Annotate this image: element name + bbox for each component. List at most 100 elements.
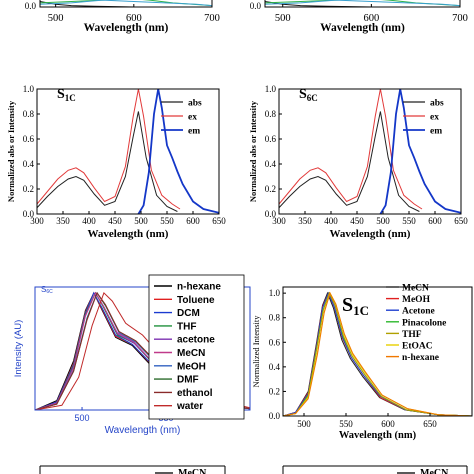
s1c_abs_ex_em-series-line-2 (137, 89, 219, 214)
solvent_emission_blue-legend-label-9: water (176, 401, 203, 412)
s1c_abs_ex_em-series-line-1 (37, 89, 181, 210)
s1c_abs_ex_em-frame (36, 88, 220, 215)
s1c_abs_ex_em-y-axis-label: Normalized abs or Intensity (6, 100, 16, 202)
s6c_abs_ex_em-x-tick-label-6: 600 (428, 216, 442, 226)
s1c_solvent_emission-y-tick-label-4: 0.8 (269, 313, 281, 323)
top_right_partial-x-tick-label-2: 700 (452, 13, 468, 24)
top_right_partial-x-tick-label-1: 600 (363, 13, 379, 24)
s1c_solvent_emission-series-line-6 (283, 291, 472, 416)
s6c_abs_ex_em-x-tick-label-3: 450 (350, 216, 364, 226)
s6c_abs_ex_em-x-tick-label-4: 500 (376, 216, 390, 226)
s1c_solvent_emission-x-tick-label-1: 550 (339, 419, 353, 429)
solvent_emission_blue-legend-label-2: DCM (177, 308, 200, 319)
s1c_abs_ex_em-y-tick-label-5: 1.0 (23, 84, 35, 94)
solvent_emission_blue-legend-label-1: Toluene (177, 295, 215, 306)
bottom_left_partial-legend-label-0: MeCN (178, 468, 207, 474)
s1c_abs_ex_em-legend-label-2: em (188, 127, 200, 137)
solvent_emission_blue-legend-label-3: THF (177, 321, 196, 332)
s1c_solvent_emission-x-axis-label: Wavelength (nm) (339, 430, 417, 441)
s1c_solvent_emission-legend-label-5: EtOAC (402, 342, 433, 352)
s6c_abs_ex_em-series-line-0 (279, 111, 420, 212)
s1c_solvent_emission-panel-title: S1C (342, 294, 369, 318)
s1c_solvent_emission-legend-label-1: MeOH (402, 295, 431, 305)
panel-bottom-right-partial: MeCN (282, 465, 468, 474)
solvent_emission_blue-legend-label-4: acetone (177, 335, 215, 346)
panel-top-left-partial: 500 600 700 Wavelength (nm) 0.0 (25, 0, 220, 34)
s1c_abs_ex_em-y-tick-label-2: 0.4 (23, 159, 35, 169)
solvent_emission_blue-frame (34, 286, 251, 411)
s1c_solvent_emission-frame (282, 286, 473, 417)
s1c_abs_ex_em-y-tick-label-3: 0.6 (23, 134, 35, 144)
s1c_solvent_emission-y-tick-label-2: 0.4 (269, 362, 281, 372)
s6c_abs_ex_em-y-tick-label-2: 0.4 (265, 159, 277, 169)
s1c_solvent_emission-y-tick-label-3: 0.6 (269, 337, 281, 347)
panel-s6c-abs-ex-em: 300 350 400 450 500 550 600 650 0.0 0.2 0.4 0.6 0.8 1… (248, 84, 468, 240)
top_right_partial-y-tick-label-0: 0.0 (250, 1, 262, 11)
solvent_emission_blue-x-axis-label: Wavelength (nm) (105, 425, 181, 436)
s1c_abs_ex_em-x-tick-label-2: 400 (82, 216, 96, 226)
s6c_abs_ex_em-y-tick-label-4: 0.8 (265, 109, 277, 119)
solvent_emission_blue-legend-label-5: MeCN (177, 348, 205, 359)
s6c_abs_ex_em-x-axis-label: Wavelength (nm) (330, 228, 411, 240)
s6c_abs_ex_em-series-line-2 (379, 89, 461, 214)
s1c_solvent_emission-y-tick-label-0: 0.0 (269, 411, 281, 421)
s1c_abs_ex_em-x-tick-label-7: 650 (212, 216, 226, 226)
s6c_abs_ex_em-y-axis-label: Normalized abs or Intensity (248, 100, 258, 202)
s1c_solvent_emission-y-tick-label-1: 0.2 (269, 386, 280, 396)
s1c_solvent_emission-legend-label-6: n-hexane (402, 353, 439, 363)
s6c_abs_ex_em-legend-label-2: em (430, 127, 442, 137)
s6c_abs_ex_em-legend-label-1: ex (430, 113, 439, 123)
s1c_abs_ex_em-legend-label-1: ex (188, 113, 197, 123)
s1c_solvent_emission-legend-label-2: Acetone (402, 307, 435, 317)
solvent_emission_blue-panel-title: S6C (41, 285, 53, 295)
s6c_abs_ex_em-y-tick-label-5: 1.0 (265, 84, 277, 94)
s6c_abs_ex_em-series-line-1 (279, 89, 423, 210)
s1c_solvent_emission-x-tick-label-3: 650 (423, 419, 437, 429)
top_left_partial-x-tick-label-1: 600 (126, 13, 142, 24)
s1c_solvent_emission-legend-label-3: Pinacolone (402, 318, 446, 328)
s6c_abs_ex_em-x-tick-label-5: 550 (402, 216, 416, 226)
s6c_abs_ex_em-y-tick-label-3: 0.6 (265, 134, 277, 144)
s1c_solvent_emission-legend-label-4: THF (402, 330, 422, 340)
s6c_abs_ex_em-frame (278, 88, 462, 215)
top_left_partial-series-line-2 (40, 0, 212, 7)
s1c_abs_ex_em-x-tick-label-5: 550 (160, 216, 174, 226)
s1c_abs_ex_em-x-tick-label-3: 450 (108, 216, 122, 226)
s1c_solvent_emission-y-tick-label-5: 1.0 (269, 288, 281, 298)
solvent_emission_blue-y-axis-label: Intensity (AU) (13, 320, 24, 378)
s1c_solvent_emission-legend-label-0: MeCN (402, 284, 429, 294)
s6c_abs_ex_em-x-tick-label-7: 650 (454, 216, 468, 226)
s1c_solvent_emission-x-tick-label-2: 600 (381, 419, 395, 429)
s1c_abs_ex_em-legend-label-0: abs (188, 99, 202, 109)
top_left_partial-x-tick-label-2: 700 (204, 13, 220, 24)
panel-s1c-solvent-emission: 500 550 600 650 0.0 0.2 0.4 0.6 0.8 1.0 Wavelength… (251, 284, 473, 441)
s1c_abs_ex_em-y-tick-label-1: 0.2 (23, 184, 34, 194)
s6c_abs_ex_em-x-tick-label-1: 350 (298, 216, 312, 226)
top_right_partial-frame (264, 0, 461, 8)
s1c_abs_ex_em-x-tick-label-4: 500 (134, 216, 148, 226)
s1c_abs_ex_em-panel-title: S1C (57, 87, 76, 103)
s6c_abs_ex_em-x-tick-label-2: 400 (324, 216, 338, 226)
panel-top-right-partial: 500 600 700 Wavelength (nm) 0.0 (250, 0, 468, 34)
top_left_partial-x-axis-label: Wavelength (nm) (84, 22, 169, 34)
solvent_emission_blue-legend-label-7: DMF (177, 375, 199, 386)
solvent_emission_blue-x-tick-label-0: 500 (75, 413, 90, 423)
solvent_emission_blue-legend-label-0: n-hexane (177, 282, 221, 293)
s1c_solvent_emission-x-tick-label-0: 500 (297, 419, 311, 429)
panel-s1c-abs-ex-em: 300 350 400 450 500 550 600 650 0.0 0.2 0.4 0.6 0.8 1… (6, 84, 226, 240)
s1c_abs_ex_em-x-tick-label-6: 600 (186, 216, 200, 226)
panel-bottom-left-partial: MeCN (39, 465, 226, 474)
s6c_abs_ex_em-y-tick-label-1: 0.2 (265, 184, 276, 194)
top_right_partial-x-axis-label: Wavelength (nm) (320, 22, 405, 34)
s6c_abs_ex_em-x-tick-label-0: 300 (272, 216, 286, 226)
s6c_abs_ex_em-panel-title: S6C (299, 87, 318, 103)
bottom_right_partial-legend-label-0: MeCN (420, 468, 449, 474)
s1c_abs_ex_em-y-tick-label-4: 0.8 (23, 109, 35, 119)
s6c_abs_ex_em-y-tick-label-0: 0.0 (265, 209, 277, 219)
top_right_partial-series-line-2 (265, 0, 460, 7)
top_right_partial-x-tick-label-0: 500 (275, 13, 291, 24)
top_left_partial-y-tick-label-0: 0.0 (25, 1, 37, 11)
s1c_abs_ex_em-x-tick-label-0: 300 (30, 216, 44, 226)
